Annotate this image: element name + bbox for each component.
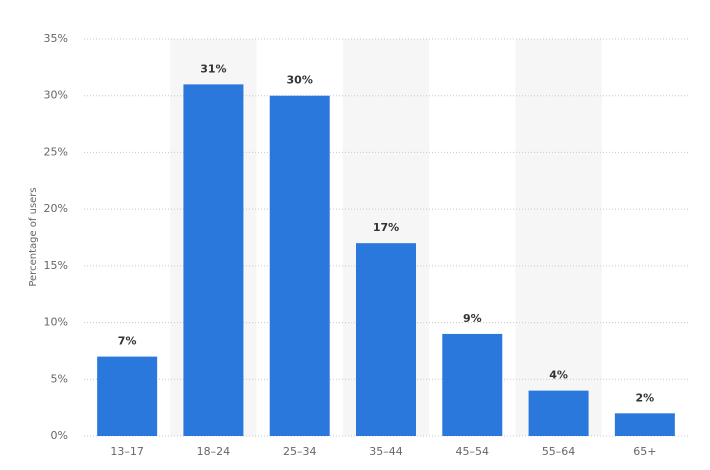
x-tick-label: 45–54 xyxy=(456,445,490,458)
bar xyxy=(356,243,416,436)
y-tick-label: 5% xyxy=(51,372,68,385)
bar xyxy=(614,413,675,436)
y-tick-label: 0% xyxy=(51,429,68,442)
y-tick-label: 10% xyxy=(44,316,68,329)
value-label: 7% xyxy=(118,335,137,348)
y-axis-label: Percentage of users xyxy=(28,187,39,286)
value-label: 17% xyxy=(373,221,399,234)
bar xyxy=(442,333,503,436)
x-tick-label: 35–44 xyxy=(369,445,403,458)
band-shade xyxy=(515,39,602,436)
y-tick-label: 35% xyxy=(44,32,68,45)
bar xyxy=(183,84,244,436)
value-label: 2% xyxy=(636,391,655,404)
y-tick-label: 15% xyxy=(44,259,68,272)
x-tick-label: 13–17 xyxy=(110,445,144,458)
x-tick-label: 25–34 xyxy=(283,445,317,458)
y-tick-label: 30% xyxy=(44,89,68,102)
value-label: 30% xyxy=(287,74,313,87)
value-label: 31% xyxy=(200,62,226,75)
value-label: 4% xyxy=(549,369,568,382)
x-tick-label: 55–64 xyxy=(542,445,576,458)
bar xyxy=(528,390,589,436)
x-tick-label: 18–24 xyxy=(197,445,231,458)
x-tick-label: 65+ xyxy=(633,445,656,458)
value-label: 9% xyxy=(463,312,482,325)
bar xyxy=(269,95,330,436)
bar xyxy=(97,356,158,436)
y-tick-label: 25% xyxy=(44,145,68,158)
y-tick-label: 20% xyxy=(44,202,68,215)
